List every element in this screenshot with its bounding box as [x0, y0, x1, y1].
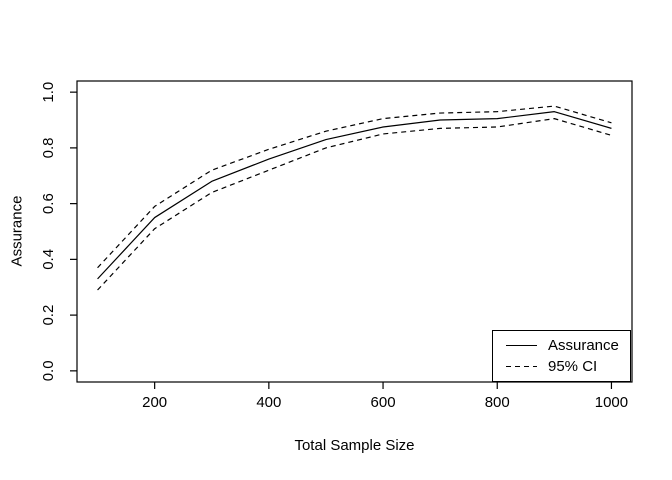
y-tick-label: 0.8 — [40, 137, 57, 158]
x-axis-title: Total Sample Size — [294, 437, 415, 454]
y-tick-label: 1.0 — [40, 82, 57, 103]
legend-label-ci: 95% CI — [548, 357, 598, 375]
legend-label-assurance: Assurance — [548, 336, 619, 354]
x-tick-label: 1000 — [595, 394, 628, 411]
y-tick-label: 0.6 — [40, 193, 57, 214]
y-tick-label: 0.4 — [40, 249, 57, 270]
ci-line — [97, 105, 612, 269]
legend: Assurance 95% CI — [492, 330, 631, 382]
x-tick-label: 200 — [142, 394, 167, 411]
y-tick-label: 0.2 — [40, 305, 57, 326]
x-tick-label: 800 — [485, 394, 510, 411]
assurance-line — [97, 111, 612, 280]
legend-item-assurance: Assurance — [506, 336, 630, 354]
y-tick-label: 0.0 — [40, 360, 57, 381]
y-axis-title: Assurance — [8, 195, 26, 267]
plot-box — [76, 80, 633, 383]
x-tick-label: 400 — [256, 394, 281, 411]
dashed-line-sample — [506, 366, 537, 367]
solid-line-sample — [506, 345, 537, 346]
legend-item-ci: 95% CI — [506, 357, 630, 375]
x-tick-label: 600 — [371, 394, 396, 411]
ci-line — [97, 118, 612, 291]
